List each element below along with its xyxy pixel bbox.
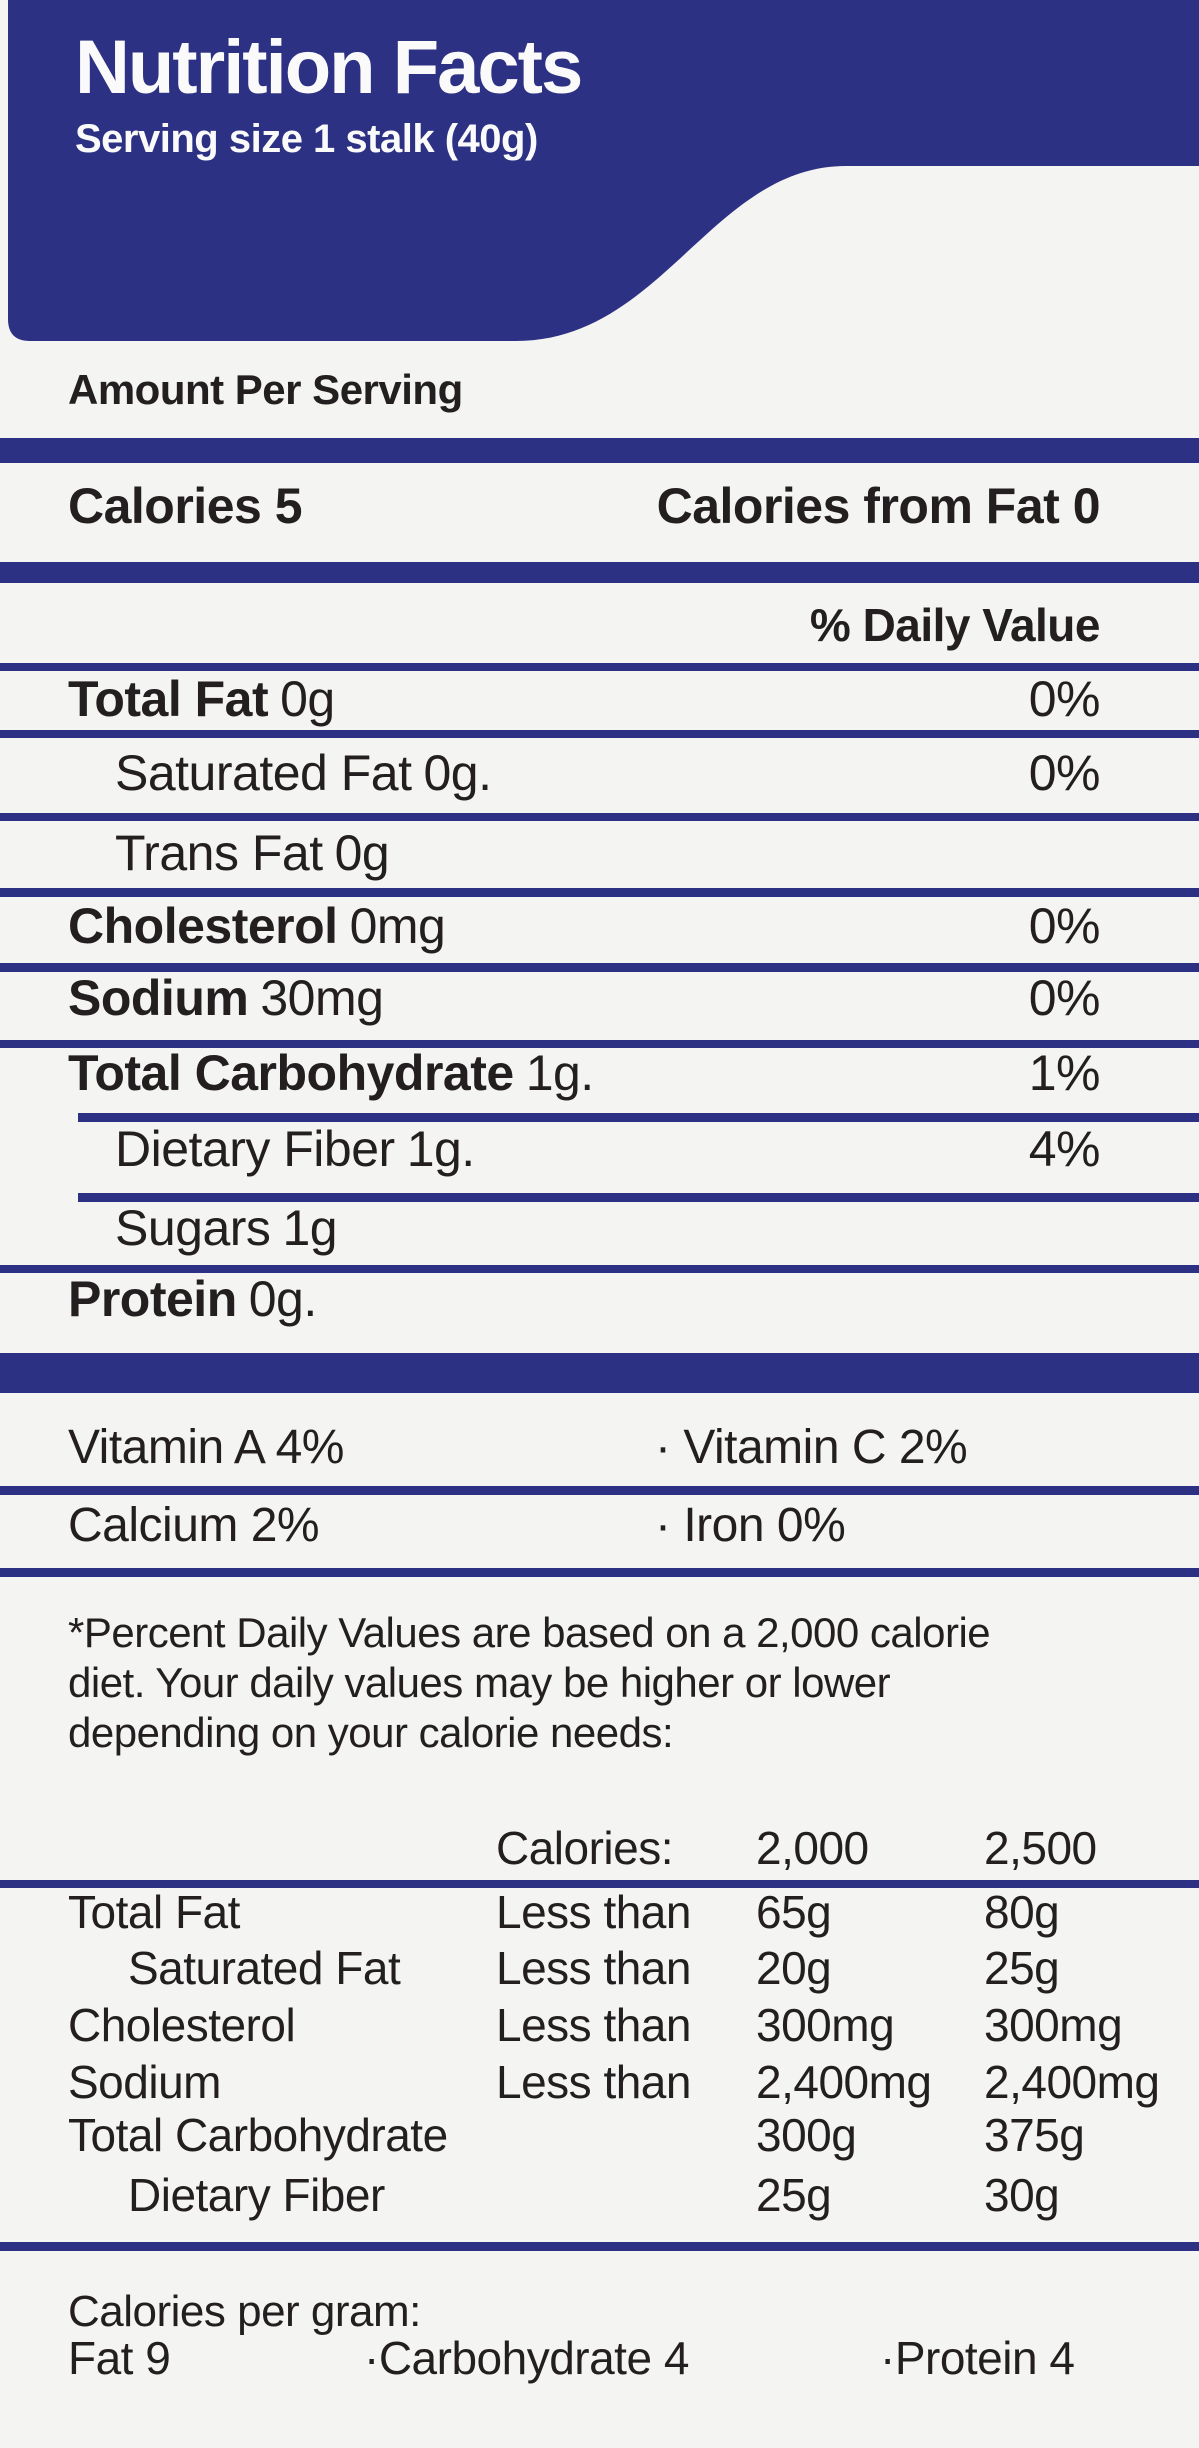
dv-row-name: Cholesterol [68, 1999, 296, 2051]
nutrient-amount: 1g [282, 1200, 338, 1256]
nutrient-name: Sugars [115, 1200, 271, 1256]
calories-per-gram-heading: Calories per gram: [68, 2287, 421, 2336]
dv-row-2000-value: 20g [756, 1942, 832, 1994]
calcium-value: Calcium 2% [68, 1499, 320, 1552]
dv-row-qualifier: Less than [496, 1886, 691, 1938]
calories-per-gram-row: Fat 9 ·Carbohydrate 4 ·Protein 4 [68, 2335, 1100, 2381]
footnote-line: depending on your calorie needs: [68, 1709, 674, 1756]
divider-thin [0, 813, 1199, 821]
nutrient-dv: 0% [1028, 671, 1101, 727]
footnote-line: *Percent Daily Values are based on a 2,0… [68, 1609, 991, 1656]
dv-row-2000-value: 25g [756, 2169, 832, 2221]
dv-row-qualifier: Less than [496, 1942, 691, 1994]
nutrient-name: Protein [68, 1271, 237, 1327]
nutrient-row-saturated-fat: Saturated Fat 0g. 0% [68, 745, 1101, 801]
dv-row-2500-value: 2,400mg [984, 2056, 1160, 2108]
dv-row-qualifier: Less than [496, 2056, 691, 2108]
dv-row-name: Dietary Fiber [128, 2169, 385, 2221]
calories-row: Calories 5 Calories from Fat 0 [68, 478, 1101, 534]
nutrient-name: Total Carbohydrate [68, 1045, 514, 1101]
header-background-shape [8, 0, 1199, 341]
divider-thin-indented [78, 1113, 1199, 1122]
footnote-line: diet. Your daily values may be higher or… [68, 1659, 891, 1706]
amount-per-serving-heading: Amount Per Serving [68, 366, 463, 413]
nutrient-amount: 0mg [349, 898, 446, 954]
nutrient-row-dietary-fiber: Dietary Fiber 1g. 4% [68, 1121, 1101, 1177]
dv-row-2000-value: 65g [756, 1886, 832, 1938]
carbohydrate-per-gram: ·Carbohydrate 4 [364, 2332, 689, 2384]
nutrient-amount: 30mg [260, 970, 384, 1026]
vitamin-row-calcium-iron: Calcium 2% · Iron 0% [68, 1502, 1100, 1550]
daily-values-footnote: *Percent Daily Values are based on a 2,0… [68, 1608, 991, 1758]
divider-thick [0, 438, 1199, 463]
nutrient-row-total-fat: Total Fat 0g 0% [68, 671, 1101, 727]
dv-row-2500-value: 25g [984, 1942, 1060, 1994]
nutrient-amount: 0g. [248, 1271, 318, 1327]
divider-thin [0, 2242, 1199, 2251]
divider-thin [0, 888, 1199, 897]
dv-table-col-2500: 2,500 [984, 1822, 1097, 1874]
divider-thin [0, 1486, 1199, 1495]
dv-row-name: Total Carbohydrate [68, 2109, 448, 2161]
divider-thin-indented [78, 1193, 1199, 1202]
nutrient-name: Dietary Fiber [115, 1121, 395, 1177]
divider-thick [0, 562, 1199, 583]
dv-row-2000-value: 300g [756, 2109, 857, 2161]
dv-row-2000-value: 2,400mg [756, 2056, 932, 2108]
dv-row-name: Saturated Fat [128, 1942, 401, 1994]
nutrient-row-cholesterol: Cholesterol 0mg 0% [68, 898, 1101, 954]
nutrient-row-sodium: Sodium 30mg 0% [68, 970, 1101, 1026]
nutrient-name: Trans Fat [115, 825, 323, 881]
divider-thin [0, 1265, 1199, 1273]
dv-row-2000-value: 300mg [756, 1999, 895, 2051]
divider-thin [0, 1880, 1199, 1888]
label-title: Nutrition Facts [75, 25, 583, 110]
dv-row-name: Sodium [68, 2056, 221, 2108]
nutrient-amount: 0g. [423, 745, 492, 801]
daily-value-heading: % Daily Value [809, 599, 1101, 651]
nutrient-amount: 0g [334, 825, 390, 881]
divider-thin [0, 963, 1199, 972]
nutrient-name: Saturated Fat [115, 745, 412, 801]
nutrient-dv: 0% [1028, 745, 1101, 801]
nutrient-row-total-carbohydrate: Total Carbohydrate 1g. 1% [68, 1045, 1101, 1101]
nutrient-name: Total Fat [68, 671, 269, 727]
vitamin-row-a-c: Vitamin A 4% · Vitamin C 2% [68, 1424, 1100, 1472]
dv-row-qualifier: Less than [496, 1999, 691, 2051]
dv-row-name: Total Fat [68, 1886, 240, 1938]
calories-from-fat-value: Calories from Fat 0 [656, 478, 1101, 534]
fat-per-gram: Fat 9 [68, 2332, 171, 2384]
vitamin-c-value: · Vitamin C 2% [655, 1421, 968, 1474]
nutrient-amount: 1g. [406, 1121, 476, 1177]
divider-thin [0, 1040, 1199, 1048]
nutrient-dv: 0% [1028, 898, 1101, 954]
nutrient-row-sugars: Sugars 1g [68, 1203, 1100, 1253]
protein-per-gram: ·Protein 4 [880, 2332, 1075, 2384]
dv-row-2500-value: 80g [984, 1886, 1060, 1938]
nutrient-dv: 1% [1028, 1045, 1101, 1101]
nutrient-name: Cholesterol [68, 898, 338, 954]
divider-thin [0, 730, 1199, 738]
divider-thin [0, 1568, 1199, 1577]
divider-thin [0, 663, 1199, 671]
nutrient-dv: 4% [1028, 1121, 1101, 1177]
vitamin-a-value: Vitamin A 4% [68, 1421, 344, 1474]
nutrient-amount: 1g. [525, 1045, 595, 1101]
divider-extra-thick [0, 1353, 1199, 1393]
dv-table-col-2000: 2,000 [756, 1822, 869, 1874]
serving-size-text: Serving size 1 stalk (40g) [75, 117, 538, 161]
nutrient-row-trans-fat: Trans Fat 0g [68, 828, 1100, 878]
dv-row-2500-value: 375g [984, 2109, 1085, 2161]
nutrient-dv: 0% [1028, 970, 1101, 1026]
dv-row-2500-value: 30g [984, 2169, 1060, 2221]
nutrient-amount: 0g [280, 671, 335, 727]
nutrient-row-protein: Protein 0g. [68, 1274, 1100, 1324]
calories-value: Calories 5 [68, 478, 303, 534]
dv-table-calories-label: Calories: [496, 1822, 674, 1874]
iron-value: · Iron 0% [655, 1499, 846, 1552]
dv-row-2500-value: 300mg [984, 1999, 1123, 2051]
nutrient-name: Sodium [68, 970, 249, 1026]
